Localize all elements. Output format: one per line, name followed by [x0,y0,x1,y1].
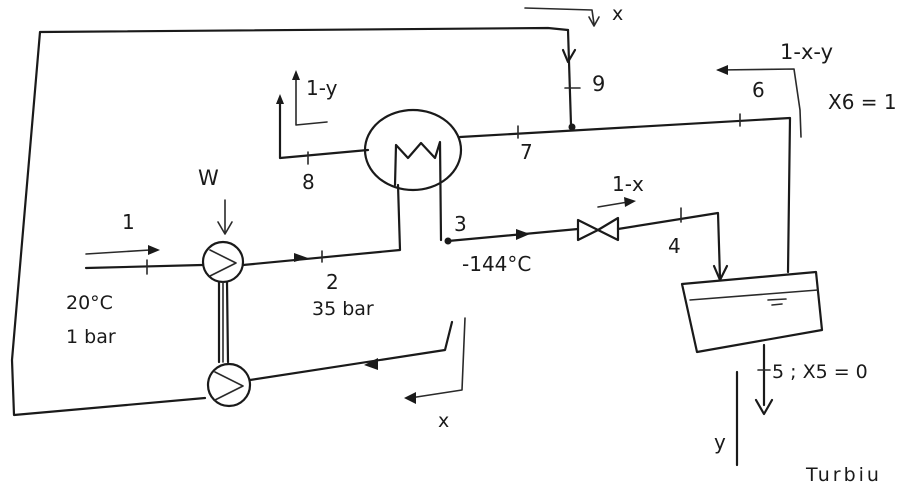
flow-arrow-2-head [294,253,308,262]
separator-tank [680,270,824,354]
flow-arrow-1-x-shaft [597,201,629,208]
liquid-level [689,289,819,301]
flow-1-x-y-label: 1-x-y [780,40,834,64]
heat-exchanger-coil [393,140,443,242]
inlet-temp-label: 20°C [66,292,113,314]
return-x-line [248,320,454,382]
quality-6-label: X6 = 1 [828,90,897,114]
state-4-label: 4 [668,234,681,258]
temp-3-label: -144°C [462,252,532,276]
arrow-5-head [754,398,774,416]
state-5-label: 5 ; X5 = 0 [772,361,868,383]
return-arrow-head [364,358,378,370]
bottom-x-line [409,317,466,399]
arrow-down-9 [561,48,577,64]
inlet-line [84,263,204,270]
top-x-arrow [524,7,595,25]
arrow-1-y-a [295,77,328,126]
flow-arrow-1-head [148,245,160,255]
turbine-label: Turbiu [806,464,882,486]
bottom-x-arrowhead [404,392,416,404]
state-8-label: 8 [302,170,315,194]
state-9-label: 9 [592,72,606,96]
branch-to-9-line [566,28,573,127]
flow-arrow-1-shaft [85,249,151,255]
y-label: y [714,430,726,454]
work-arrow-head [217,221,233,235]
line-7-6 [458,116,792,274]
top-x-label: x [612,3,624,25]
inlet-pressure-label: 1 bar [66,326,116,348]
state-3-label: 3 [454,212,467,236]
state-7-label: 7 [520,140,533,164]
shaft-right [225,280,230,364]
flow-1-y-label: 1-y [306,76,338,100]
lower-compressor [206,362,252,408]
node-9 [568,123,576,131]
valve-right [596,216,620,242]
arrow-1-y-b-head [276,94,284,104]
flow-arrow-1-x-head [624,197,636,207]
line-3 [446,227,580,243]
flow-1-label: 1 [122,210,135,234]
flow-1-x-label: 1-x [612,172,644,196]
heat-exchanger [363,108,463,192]
bottom-x-label: x [438,410,450,432]
outer-return-line [10,26,570,417]
arrow-1-y-a-head [292,70,300,80]
line-4 [616,211,722,280]
valve-left [576,218,600,242]
vent-1-x-y-arrowhead [716,65,728,75]
flow-arrow-3-head [516,229,530,240]
level-mark-b [771,303,783,306]
upper-compressor-symbol [209,249,237,277]
level-mark-a [767,298,787,301]
work-label: W [198,166,219,190]
state-2-label: 2 [326,270,339,294]
pressure-2-label: 35 bar [312,298,374,320]
top-x-arrowhead [588,16,600,27]
line-8 [278,100,370,160]
upper-compressor [201,240,245,284]
state-6-label: 6 [752,78,765,102]
lower-compressor-symbol [214,371,244,401]
vent-1-x-y-line [717,68,802,138]
